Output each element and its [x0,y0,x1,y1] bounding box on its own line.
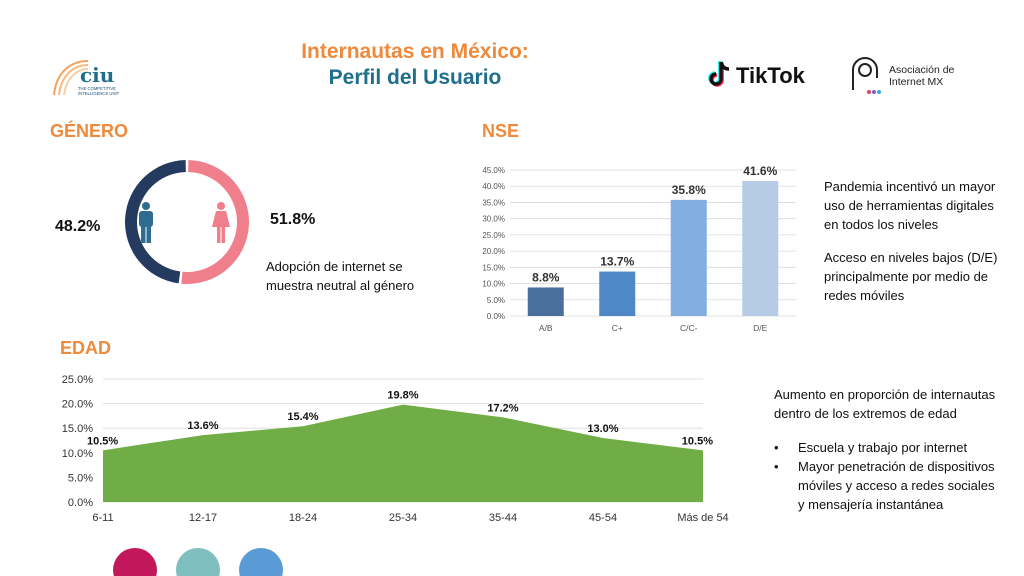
x-tick-label: C/C- [680,323,698,333]
ciu-logo-subtitle: THE COMPETITIVE INTELLIGENCE UNIT [78,86,120,96]
female-icon [212,202,230,243]
amx-logo-text: Asociación de Internet MX [889,64,955,88]
genero-heading: GÉNERO [50,121,129,141]
y-tick-label: 25.0% [62,374,93,386]
y-tick-label: 0.0% [487,312,505,321]
gender-donut-chart [125,160,249,284]
x-tick-label: 12-17 [189,512,217,524]
female-percentage: 51.8% [270,211,316,228]
y-tick-label: 5.0% [68,472,93,484]
edad-area [103,404,703,502]
tiktok-note-icon [708,61,730,87]
x-tick-label: 6-11 [92,512,113,524]
x-tick-label: C+ [612,323,623,333]
area-value-label: 19.8% [387,390,418,402]
x-tick-label: 35-44 [489,512,517,524]
bar-C/C- [670,199,707,316]
bar-value-label: 35.8% [672,183,706,197]
x-tick-label: 25-34 [389,512,417,524]
y-tick-label: 20.0% [482,247,505,256]
y-tick-label: 10.0% [62,448,93,460]
list-item: • Mayor penetración de dispositivos móvil… [774,457,1004,514]
edad-intro: Aumento en proporción de internautas den… [774,387,996,421]
ciu-logo: ciu THE COMPETITIVE INTELLIGENCE UNIT [50,55,130,103]
edad-area-chart: 0.0% 5.0% 10.0% 15.0% 20.0% 25.0% 10.5% 6-11 13.… [62,374,729,524]
area-value-label: 10.5% [682,435,713,447]
male-icon [139,202,153,243]
area-value-label: 15.4% [287,411,318,423]
edad-bullet-text: Escuela y trabajo por internet [798,440,968,455]
bullet-icon: • [774,459,779,474]
y-tick-label: 15.0% [62,423,93,435]
x-tick-label: Más de 54 [677,512,728,524]
gender-note: Adopción de internet se muestra neutral … [266,259,415,293]
bar-value-label: 8.8% [532,270,560,284]
decor-circle-1 [113,548,157,576]
page-title-line1: Internautas en México: [301,40,529,63]
y-tick-label: 25.0% [482,231,505,240]
area-value-label: 17.2% [487,402,518,414]
edad-bullet-text: Mayor penetración de dispositivos móvile… [798,459,995,512]
donut-slice-hombres [125,160,186,284]
y-tick-label: 45.0% [482,166,505,175]
decor-circle-3 [239,548,283,576]
x-tick-label: 18-24 [289,512,317,524]
area-value-label: 13.6% [187,420,218,432]
y-tick-label: 30.0% [482,215,505,224]
y-tick-label: 20.0% [62,399,93,411]
amx-person-icon [852,57,881,94]
area-value-label: 10.5% [87,435,118,447]
male-percentage: 48.2% [55,218,101,235]
list-item: • Escuela y trabajo por internet [774,438,1004,457]
ciu-logo-text: ciu [80,63,115,87]
y-tick-label: 5.0% [487,296,505,305]
bar-D/E [742,181,779,316]
nse-heading: NSE [482,121,520,141]
area-value-label: 13.0% [587,423,618,435]
bar-C+ [599,271,636,316]
x-tick-label: A/B [539,323,553,333]
x-tick-label: D/E [753,323,768,333]
x-tick-label: 45-54 [589,512,617,524]
bar-value-label: 41.6% [743,164,777,178]
nse-bar-chart: 0.0% 5.0% 10.0% 15.0% 20.0% 25.0% 30.0% 35.0% 40… [482,164,796,333]
bar-value-label: 13.7% [600,255,634,269]
bar-A/B [527,287,564,316]
y-tick-label: 10.0% [482,280,505,289]
nse-note-1: Pandemia incentivó un mayor uso de herra… [824,179,996,232]
y-tick-label: 35.0% [482,198,505,207]
y-tick-label: 15.0% [482,263,505,272]
y-tick-label: 0.0% [68,497,93,509]
tiktok-logo-text: TikTok [736,63,805,88]
page-title-line2: Perfil del Usuario [328,66,502,89]
decor-circle-2 [176,548,220,576]
edad-heading: EDAD [60,338,112,358]
edad-bullet-list: • Escuela y trabajo por internet • Mayor p… [774,438,1004,514]
bullet-icon: • [774,440,779,455]
nse-note-2: Acceso en niveles bajos (D/E) principalm… [824,250,998,303]
donut-slice-mujeres [181,160,249,284]
amx-logo: Asociación de Internet MX [845,50,985,100]
y-tick-label: 40.0% [482,182,505,191]
ciu-swoosh-icon [53,60,89,96]
